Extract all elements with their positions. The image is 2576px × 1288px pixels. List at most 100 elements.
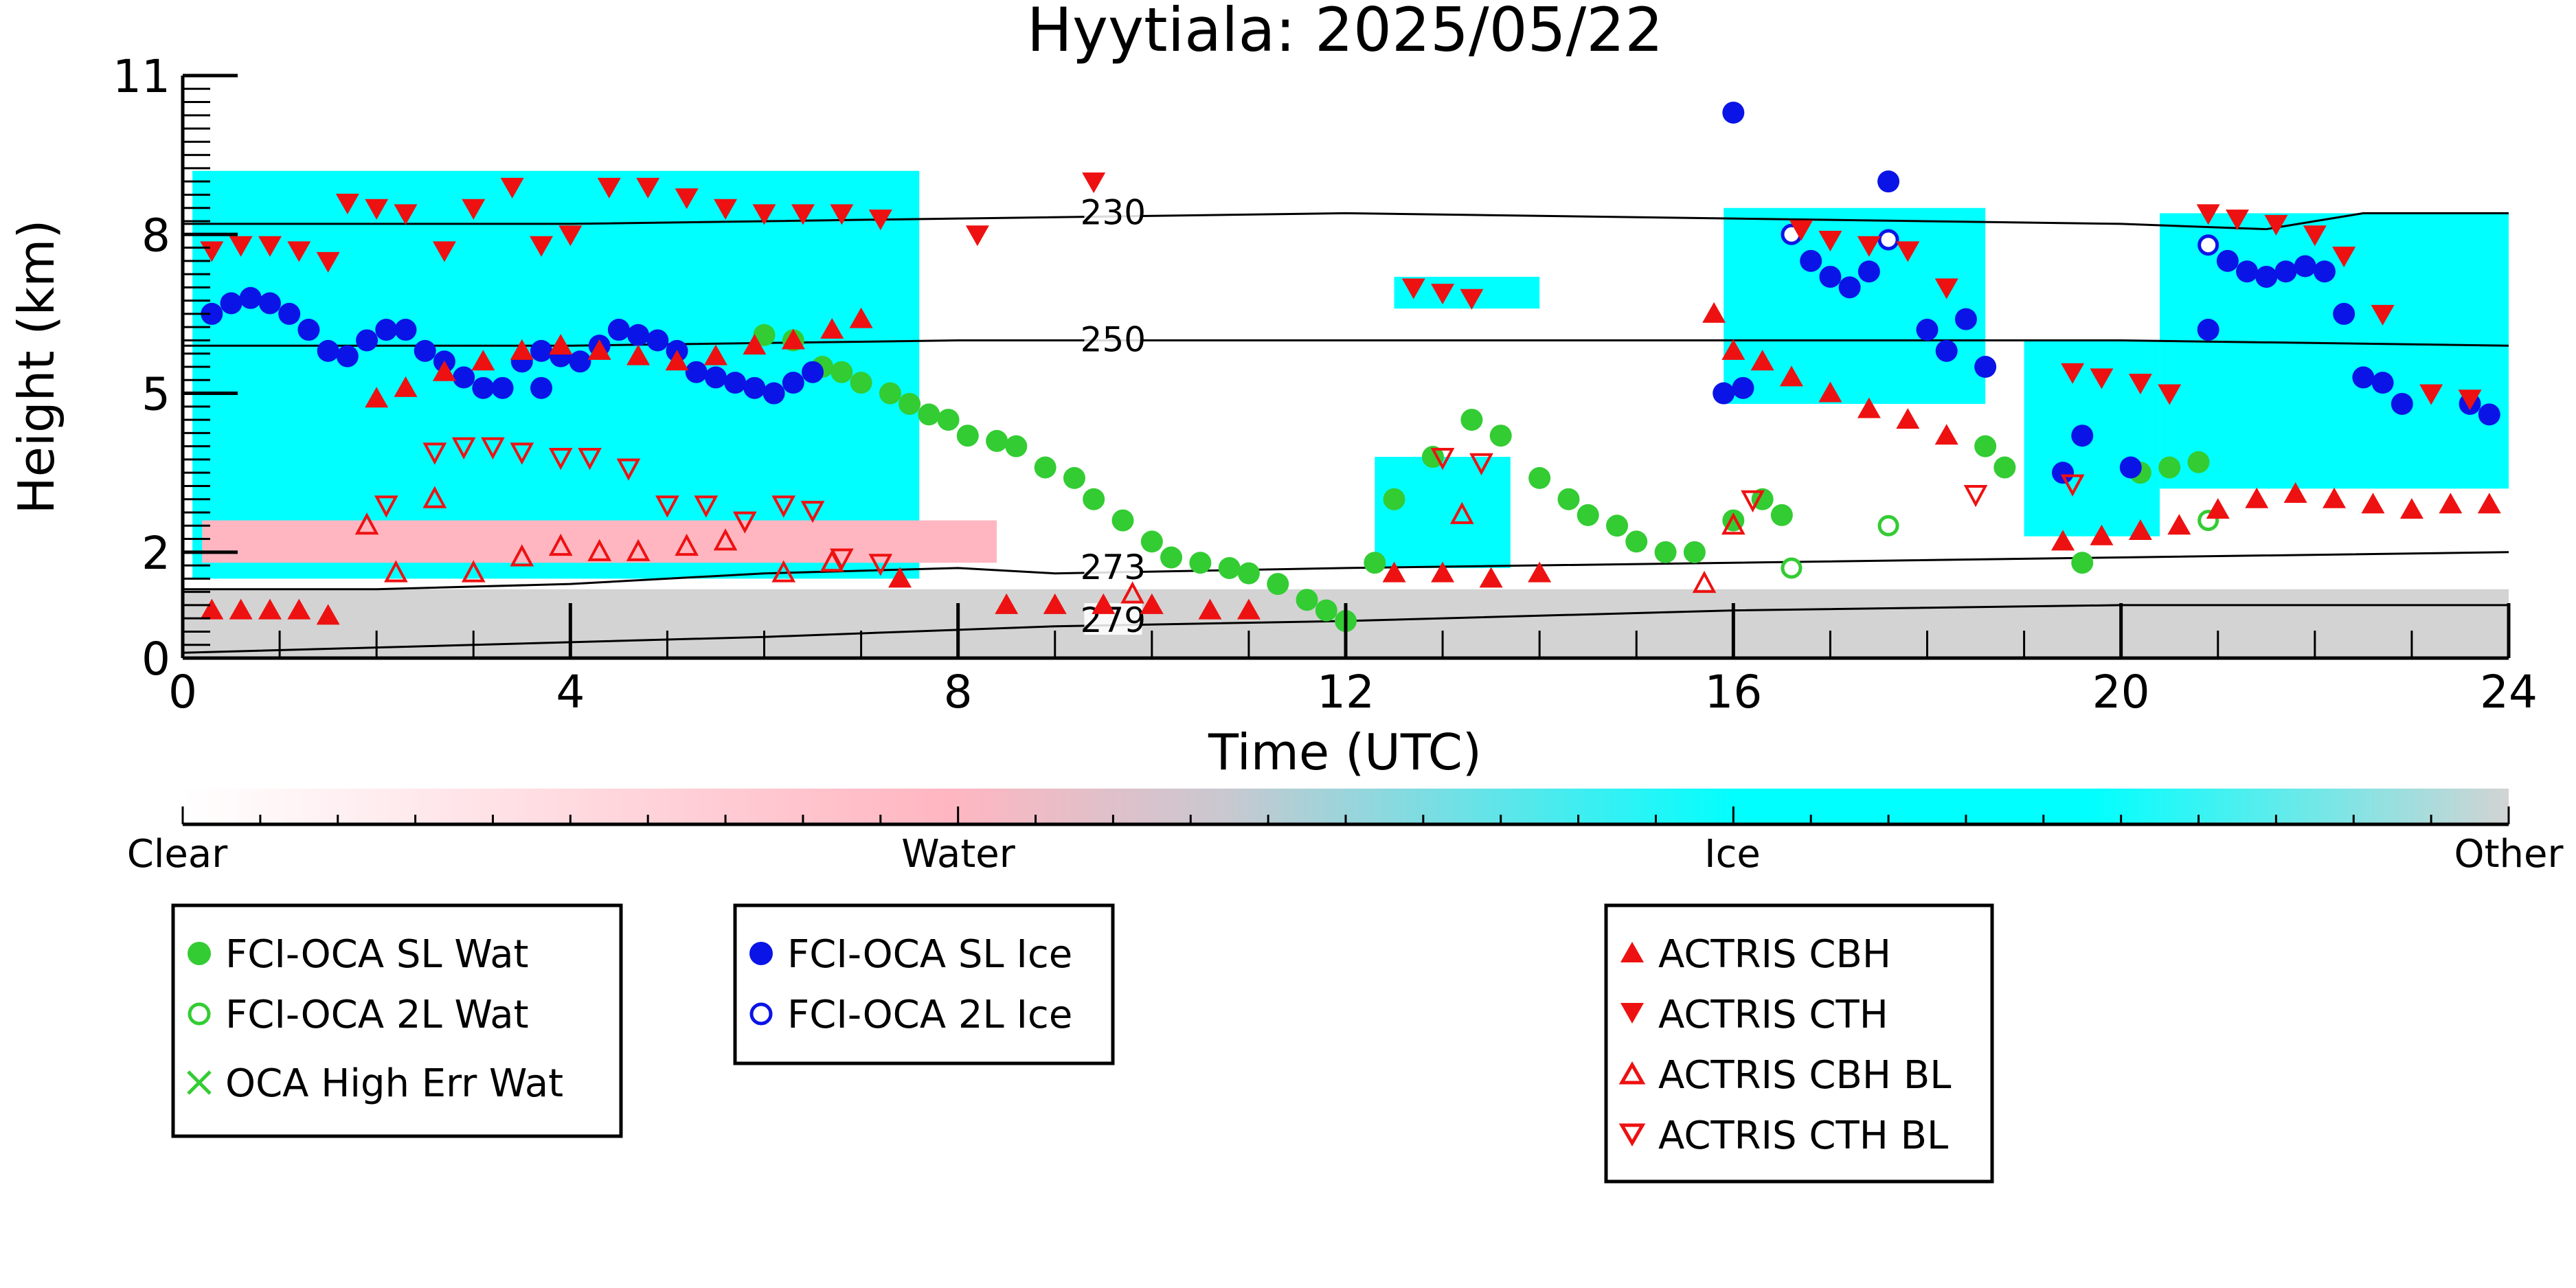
actris-cbh-point-41: [2167, 514, 2191, 535]
actris-cbh-bl-point-5: [548, 533, 573, 556]
actris-cth-point-16: [714, 199, 738, 220]
x-tick-label-24: 24: [2480, 666, 2538, 719]
fci-oca-sl-wat-point-26: [1383, 488, 1405, 510]
fci-oca-sl-ice-point-5: [297, 319, 320, 341]
fci-oca-sl-wat-point-38: [1751, 488, 1774, 510]
isotherm-label-250: 250: [1081, 319, 1146, 359]
actris-cbh-point-6: [394, 376, 418, 397]
actris-cth-point-29: [1896, 241, 1920, 262]
actris-cth-point-10: [500, 177, 524, 199]
fci-oca-sl-wat-point-33: [1606, 515, 1629, 537]
y-tick-label-0: 0: [142, 633, 170, 686]
legend-2l-ice-marker: [749, 1002, 773, 1026]
actris-cth-point-22: [1082, 172, 1106, 194]
actris-cth-bl-point-7: [616, 458, 641, 481]
fci-oca-sl-ice-point-34: [1713, 382, 1735, 405]
actris-cbh-point-29: [1528, 561, 1552, 583]
actris-cth-bl-point-3: [481, 437, 505, 460]
fci-oca-sl-wat-point-3: [831, 361, 853, 383]
legend-high-err-marker: [187, 1070, 212, 1095]
actris-cbh-point-33: [1779, 365, 1803, 387]
actris-cbh-bl-point-13: [1449, 501, 1474, 524]
actris-cbh-point-18: [849, 307, 873, 328]
actris-cth-bl-point-5: [548, 448, 573, 471]
legend-cth-bl-marker: [1618, 1123, 1646, 1147]
actris-cbh-point-39: [2090, 524, 2114, 545]
isotherms: 230 250 273 279: [183, 192, 2509, 654]
fci-oca-sl-wat-point-8: [937, 409, 960, 431]
actris-cbh-bl-point-3: [461, 560, 486, 583]
fci-oca-sl-ice-point-39: [1857, 260, 1880, 283]
y-tick-label-5: 5: [142, 368, 170, 421]
legend-water: FCI-OCA SL Wat FCI-OCA 2L Wat OCA High E…: [171, 903, 623, 1138]
fci-oca-sl-ice-point-13: [453, 366, 475, 389]
fci-oca-sl-ice-point-48: [2197, 319, 2219, 341]
actris-cth-point-15: [675, 188, 699, 210]
fci-oca-sl-wat-point-44: [2158, 456, 2181, 479]
fci-oca-sl-wat-point-0: [753, 324, 776, 346]
actris-cth-point-20: [868, 210, 892, 231]
legend-sl-ice-label: FCI-OCA SL Ice: [787, 932, 1072, 977]
actris-cth-bl-point-14: [868, 554, 893, 576]
fci-oca-sl-ice-point-55: [2333, 302, 2355, 325]
legend-2l-wat-marker: [188, 1002, 211, 1026]
fci-oca-sl-wat-point-5: [879, 382, 901, 405]
isotherm-line-273: [183, 551, 2509, 591]
colorbar-label-other: Other: [2454, 832, 2564, 877]
actris-cbh-bl-point-12: [1120, 581, 1144, 604]
fci-oca-sl-ice-point-4: [278, 302, 301, 325]
actris-cbh-point-27: [1431, 561, 1455, 583]
cloud-region-ice-3: [1724, 207, 1986, 404]
isotherm-label-bg-230: [1084, 195, 1142, 227]
actris-cbh-point-14: [703, 344, 727, 365]
fci-oca-sl-ice-point-0: [201, 302, 223, 325]
legend-cth-label: ACTRIS CTH: [1658, 993, 1888, 1037]
actris-cth-bl-point-2: [451, 437, 476, 460]
fci-oca-sl-wat-point-35: [1654, 541, 1677, 563]
actris-cbh-point-48: [2439, 493, 2463, 514]
fci-oca-sl-ice-point-22: [627, 324, 650, 346]
legend-cbh-marker: [1620, 942, 1644, 962]
fci-oca-sl-ice-point-46: [2071, 425, 2094, 447]
isotherm-label-bg-273: [1084, 550, 1142, 582]
legend-sl-ice-marker: [749, 942, 773, 965]
actris-cbh-bl-point-9: [713, 528, 738, 551]
actris-cbh-bl-point-0: [354, 512, 379, 535]
actris-cth-point-28: [1857, 236, 1881, 257]
fci-oca-sl-ice-point-26: [704, 366, 727, 389]
fci-oca-sl-ice-point-37: [1819, 265, 1842, 288]
isotherm-label-bg-279: [1084, 603, 1142, 635]
fci-oca-sl-wat-point-19: [1218, 556, 1241, 579]
actris-cth-bl-point-13: [830, 548, 854, 571]
fci-oca-sl-ice-point-23: [646, 329, 669, 352]
actris-cth-bl-point-19: [2060, 474, 2085, 497]
actris-cth-point-30: [1934, 278, 1958, 300]
legend-cbh-bl-label: ACTRIS CBH BL: [1658, 1053, 1951, 1098]
actris-cbh-point-8: [471, 350, 495, 371]
fci-oca-sl-wat-point-31: [1557, 488, 1580, 510]
fci-oca-sl-ice-point-36: [1800, 249, 1822, 272]
fci-oca-2l-ice-point-2: [2197, 234, 2219, 256]
fci-oca-sl-ice-point-27: [724, 372, 747, 394]
actris-cth-point-8: [432, 241, 456, 262]
actris-cth-point-13: [597, 177, 621, 199]
legend-2l-ice-label: FCI-OCA 2L Ice: [787, 993, 1072, 1037]
x-axis-label: Time (UTC): [1208, 723, 1482, 781]
legend-2l-wat-label: FCI-OCA 2L Wat: [225, 993, 529, 1037]
fci-oca-sl-ice-point-2: [239, 286, 262, 309]
actris-cth-bl-point-0: [374, 495, 398, 518]
fci-oca-sl-ice-point-7: [336, 345, 359, 368]
fci-oca-sl-wat-point-42: [2071, 552, 2094, 574]
actris-cbh-point-38: [2051, 530, 2075, 551]
actris-cbh-point-21: [1043, 593, 1067, 614]
actris-cth-point-4: [316, 251, 340, 273]
actris-cbh-point-9: [510, 339, 534, 360]
actris-cbh-point-42: [2206, 498, 2230, 519]
actris-cbh-point-35: [1857, 397, 1881, 418]
actris-cbh-point-47: [2399, 498, 2424, 519]
actris-cbh-bl-point-14: [1692, 570, 1717, 594]
legend-high-err-label: OCA High Err Wat: [225, 1061, 563, 1106]
fci-oca-sl-ice-point-25: [685, 361, 708, 383]
fci-oca-sl-ice-point-3: [258, 292, 281, 315]
